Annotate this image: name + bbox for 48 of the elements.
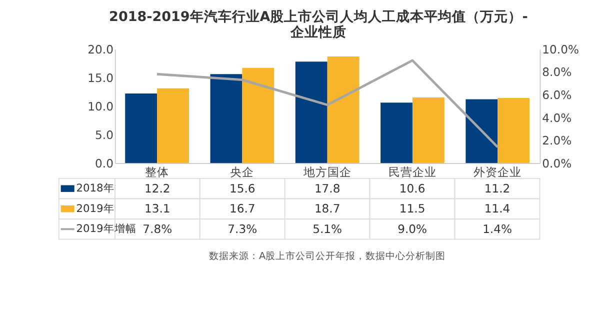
bar [498, 98, 530, 163]
bar [327, 56, 360, 163]
data-label: 11.4 [484, 202, 510, 216]
x-tick-label: 外资企业 [474, 165, 522, 180]
source-note: 数据来源：A股上市公司公开年报，数据中心分析制图 [209, 250, 446, 262]
y-tick-label: 0.0 [95, 156, 114, 170]
line-series [156, 59, 499, 148]
data-label: 7.8% [142, 222, 172, 236]
data-label: 17.8 [314, 181, 340, 196]
legend-label: 2019年 [76, 202, 114, 215]
y2-tick-label: 4.0% [542, 110, 572, 125]
data-label: 10.6 [399, 181, 426, 196]
legend-label: 2018年 [76, 181, 114, 194]
bar [412, 97, 444, 163]
legend-label: 2019年增幅 [76, 222, 136, 236]
data-label: 15.6 [229, 181, 256, 196]
data-label: 12.2 [144, 181, 170, 196]
y-tick-label: 20.0 [88, 42, 114, 56]
y-tick-label: 10.0 [88, 99, 114, 114]
data-label: 9.0% [398, 222, 428, 236]
data-label: 11.2 [484, 181, 510, 196]
bar [380, 102, 412, 163]
y2-tick-label: 10.0% [542, 42, 579, 56]
data-label: 11.5 [399, 202, 426, 216]
bar [466, 99, 498, 163]
x-tick-label: 整体 [145, 165, 170, 180]
data-label: 16.7 [229, 202, 256, 216]
x-tick-label: 民营企业 [388, 165, 436, 180]
y2-tick-label: 2.0% [542, 134, 572, 148]
x-tick-label: 央企 [230, 165, 254, 180]
data-label: 1.4% [482, 222, 512, 236]
text: 2018-2019年汽车行业A股上市公司人均人工成本平均值（万元）- [109, 9, 528, 26]
bar [125, 94, 158, 163]
y2-tick-label: 6.0% [542, 88, 572, 102]
y-tick-label: 15.0 [88, 70, 114, 85]
data-label: 7.3% [228, 222, 258, 236]
data-label: 18.7 [314, 202, 340, 216]
x-tick-label: 地方国企 [302, 165, 352, 180]
bar [242, 68, 274, 163]
y2-tick-label: 0.0% [542, 156, 572, 170]
y2-tick-label: 8.0% [542, 65, 572, 80]
text: 企业性质 [290, 24, 346, 41]
bar [210, 74, 242, 163]
data-label: 13.1 [144, 202, 170, 216]
data-label: 5.1% [312, 222, 342, 236]
y-tick-label: 5.0 [95, 128, 114, 142]
bar [295, 62, 328, 163]
bar [157, 88, 189, 163]
